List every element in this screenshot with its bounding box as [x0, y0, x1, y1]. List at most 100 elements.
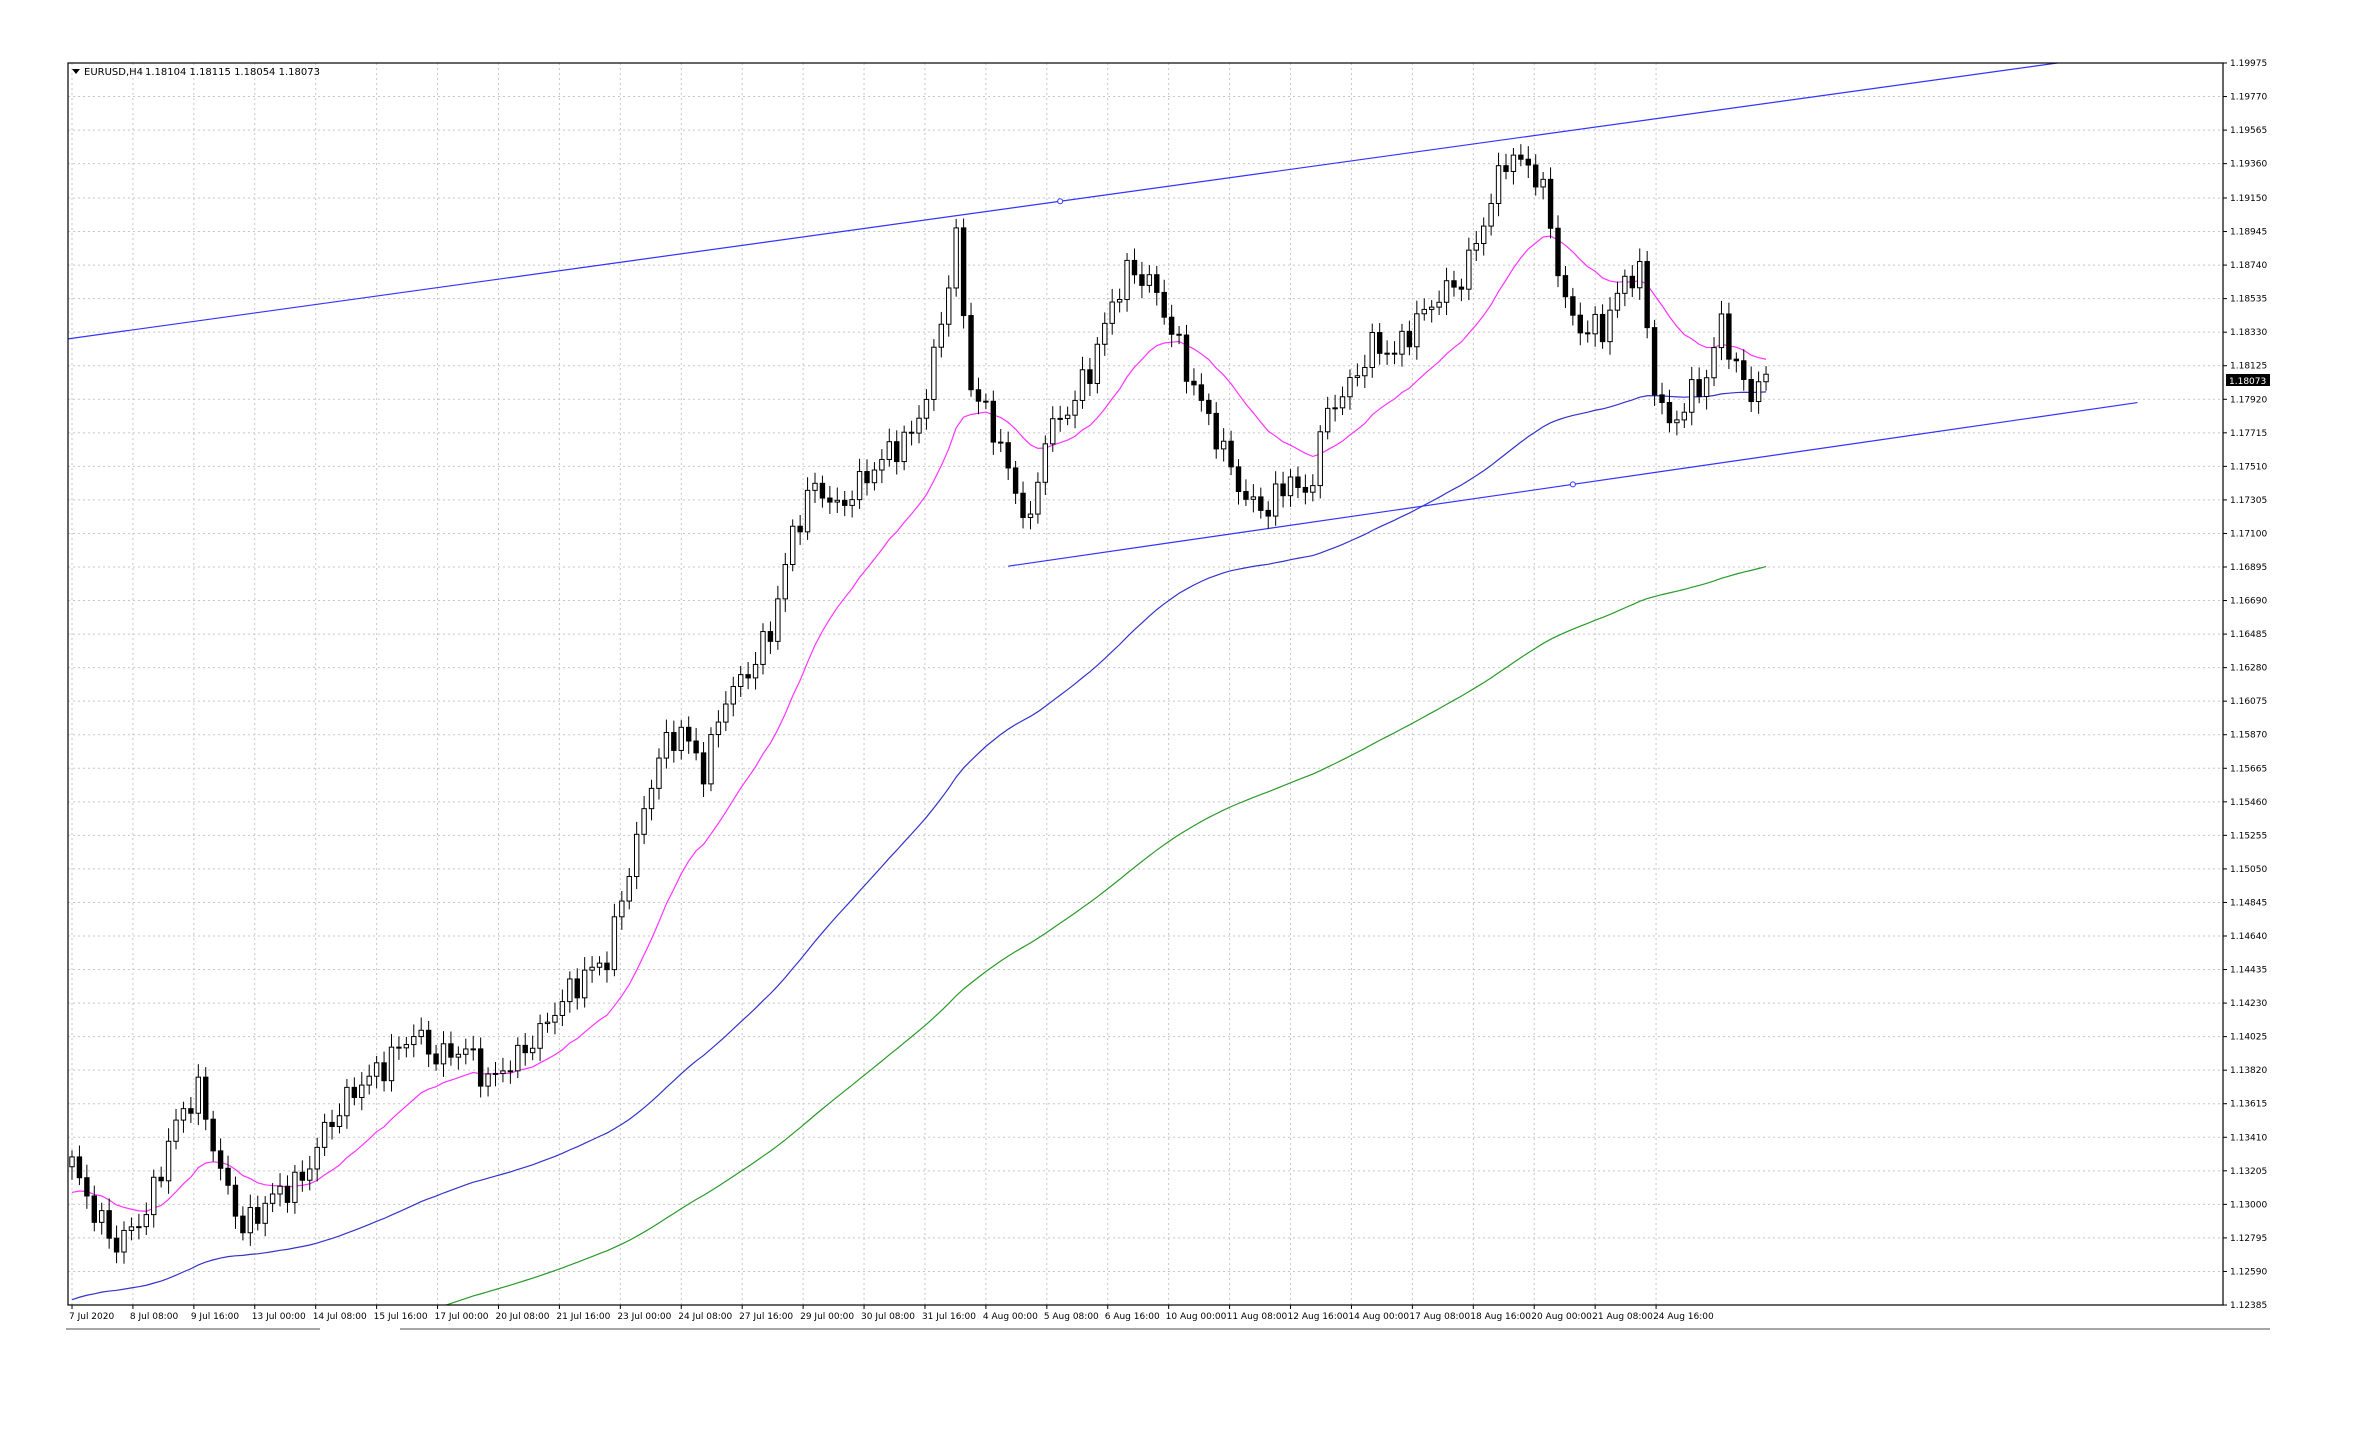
- candle: [262, 1196, 268, 1237]
- candle-body: [738, 674, 744, 687]
- candle-body: [574, 978, 580, 999]
- candle: [492, 1061, 499, 1087]
- candle: [1570, 287, 1576, 326]
- candle-body: [1005, 442, 1011, 469]
- candle: [99, 1202, 105, 1235]
- candle-body: [1703, 377, 1710, 398]
- candle: [1473, 230, 1479, 261]
- candle: [1555, 215, 1561, 288]
- candle: [381, 1051, 387, 1092]
- candle-body: [1763, 373, 1769, 383]
- candle-body: [1035, 481, 1041, 515]
- candle-body: [1651, 327, 1658, 396]
- candle-body: [1414, 313, 1420, 348]
- x-tick-label: 7 Jul 2020: [69, 1312, 114, 1322]
- candle: [968, 302, 974, 397]
- candle: [1391, 341, 1398, 365]
- candle-body: [1012, 467, 1019, 494]
- candle-body: [648, 787, 655, 810]
- time-axis[interactable]: 7 Jul 2020 8 Jul 08:00 9 Jul 16:00 13 Jul 0…: [69, 1305, 1714, 1322]
- candle-body: [1518, 154, 1524, 160]
- candle: [529, 1035, 536, 1061]
- candle-body: [529, 1047, 536, 1054]
- candle: [827, 485, 833, 514]
- y-tick-label: 1.15255: [2230, 831, 2267, 841]
- x-tick-label: 21 Jul 16:00: [556, 1312, 610, 1322]
- candle-body: [723, 703, 729, 723]
- candle-body: [1235, 466, 1242, 493]
- candle: [752, 652, 759, 690]
- candle-body: [470, 1048, 476, 1051]
- candle-body: [559, 1001, 566, 1016]
- y-tick-label: 1.15870: [2230, 731, 2267, 741]
- candle: [1265, 501, 1271, 529]
- candle: [552, 1002, 558, 1035]
- candle-body: [611, 916, 618, 971]
- candle-body: [188, 1108, 194, 1114]
- candle-body: [1755, 381, 1762, 403]
- candle: [1317, 425, 1323, 499]
- candle-body: [1481, 225, 1487, 245]
- candle: [1213, 402, 1219, 459]
- current-price-tag: 1.18073: [2226, 374, 2270, 387]
- candle-body: [507, 1070, 514, 1073]
- candle: [849, 490, 855, 518]
- candle-body: [693, 740, 699, 754]
- candle: [188, 1096, 194, 1123]
- candle-body: [91, 1195, 97, 1223]
- ohlc-label: 1.18104 1.18115 1.18054 1.18073: [145, 67, 320, 78]
- candle: [1124, 253, 1130, 312]
- candle: [1287, 469, 1294, 507]
- trendline-handle[interactable]: [1569, 481, 1576, 488]
- candle: [1562, 266, 1569, 309]
- candle: [463, 1038, 469, 1065]
- candle-body: [827, 497, 833, 503]
- price-axis[interactable]: 1.19975 1.19770 1.19565 1.19360 1.19150 1.189…: [2223, 59, 2267, 1311]
- candle-body: [1637, 261, 1643, 289]
- trendline-handle[interactable]: [1057, 198, 1064, 205]
- candle-body: [1659, 394, 1665, 403]
- candle: [91, 1185, 97, 1232]
- candle-body: [678, 726, 684, 751]
- candle-body: [708, 734, 714, 785]
- y-tick-label: 1.18330: [2230, 328, 2267, 338]
- candle-body: [1265, 509, 1271, 517]
- symbol-label: EURUSD,H4: [84, 67, 143, 78]
- candle: [1094, 337, 1101, 394]
- candle-body: [359, 1084, 365, 1098]
- candle-body: [1131, 259, 1138, 276]
- candle: [760, 623, 766, 675]
- x-tick-label: 10 Aug 00:00: [1166, 1312, 1227, 1322]
- candle-body: [1622, 275, 1628, 294]
- candle-body: [1458, 286, 1465, 290]
- candle-body: [128, 1226, 135, 1231]
- candle-body: [492, 1072, 499, 1075]
- candle-body: [1726, 313, 1732, 360]
- y-tick-label: 1.14640: [2230, 932, 2267, 942]
- y-tick-label: 1.12590: [2230, 1267, 2267, 1277]
- candle-body: [351, 1086, 358, 1098]
- candle-body: [797, 525, 803, 533]
- candle-body: [1168, 316, 1175, 335]
- dropdown-triangle-icon[interactable]: [72, 69, 80, 74]
- candle-body: [1592, 313, 1598, 335]
- candle: [1763, 366, 1769, 391]
- candle-body: [626, 876, 632, 902]
- y-tick-label: 1.16485: [2230, 630, 2267, 640]
- candle: [983, 393, 989, 410]
- current-price-label: 1.18073: [2229, 377, 2266, 387]
- candle-body: [1681, 411, 1688, 421]
- candle: [567, 971, 573, 1013]
- candle-body: [641, 808, 647, 835]
- candle: [990, 390, 997, 455]
- candle: [448, 1031, 454, 1066]
- candle-body: [775, 598, 781, 642]
- candle-body: [812, 482, 818, 491]
- candle-body: [500, 1070, 506, 1074]
- candle: [693, 727, 699, 761]
- candle: [1384, 340, 1390, 365]
- trendlines[interactable]: [57, 62, 2138, 567]
- candle-body: [1503, 165, 1509, 172]
